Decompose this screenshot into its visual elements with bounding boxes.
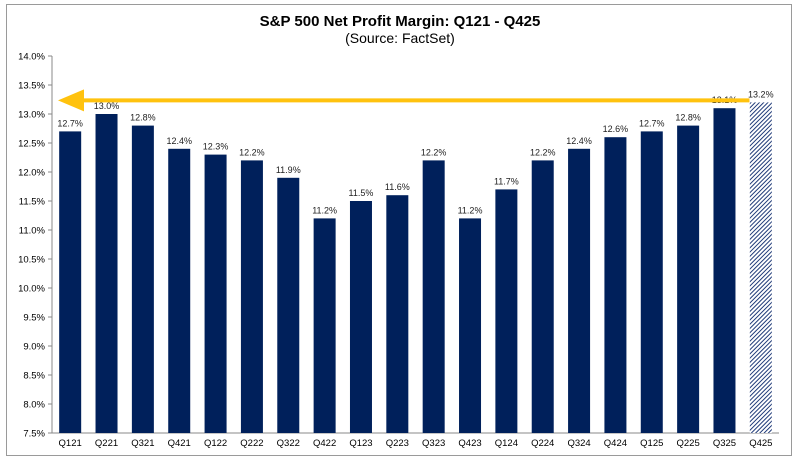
y-tick-label: 12.0% [18, 168, 45, 179]
x-tick-label: Q122 [204, 438, 227, 449]
y-tick-label: 14.0% [18, 52, 45, 63]
arrow-head-icon [58, 89, 84, 112]
y-tick-label: 9.0% [23, 342, 45, 353]
x-tick-label: Q424 [604, 438, 627, 449]
bar [495, 189, 518, 433]
data-label: 12.6% [603, 124, 629, 134]
bar [59, 131, 82, 433]
x-tick-label: Q121 [59, 438, 82, 449]
y-tick-label: 8.5% [23, 371, 45, 382]
x-tick-label: Q323 [422, 438, 445, 449]
data-label: 13.0% [94, 101, 120, 111]
bar [386, 195, 409, 433]
y-tick-label: 7.5% [23, 429, 45, 440]
data-label: 11.5% [349, 188, 374, 198]
data-label: 12.8% [130, 113, 156, 123]
bar [349, 201, 372, 433]
data-label: 11.2% [458, 205, 483, 215]
bar [604, 137, 627, 433]
bar [95, 114, 118, 433]
data-label: 12.7% [57, 118, 83, 128]
bar [131, 125, 154, 433]
x-tick-label: Q123 [349, 438, 372, 449]
bar [568, 148, 591, 434]
data-label: 13.2% [748, 89, 774, 99]
y-tick-label: 13.0% [18, 110, 45, 121]
data-label: 12.4% [566, 136, 592, 146]
data-label: 12.8% [675, 113, 701, 123]
x-tick-label: Q422 [313, 438, 336, 449]
y-tick-label: 11.5% [19, 197, 46, 208]
chart-subtitle: (Source: FactSet) [345, 30, 455, 46]
x-tick-label: Q222 [240, 438, 263, 449]
data-label: 12.7% [639, 118, 665, 128]
bar [531, 160, 554, 433]
bar [240, 160, 263, 433]
data-label: 11.9% [276, 165, 301, 175]
y-tick-label: 9.5% [23, 313, 45, 324]
data-label: 12.4% [166, 136, 192, 146]
x-tick-label: Q223 [386, 438, 409, 449]
data-label: 11.6% [385, 182, 410, 192]
y-tick-label: 12.5% [18, 139, 45, 150]
x-tick-label: Q124 [495, 438, 518, 449]
chart-frame [6, 4, 792, 456]
bar [277, 177, 300, 433]
x-tick-label: Q423 [458, 438, 481, 449]
bar-estimate [749, 102, 772, 434]
bar [459, 218, 482, 433]
x-tick-label: Q224 [531, 438, 554, 449]
y-tick-label: 11.0% [19, 226, 46, 237]
bar [713, 108, 736, 433]
data-label: 12.2% [239, 147, 265, 157]
data-label: 12.3% [203, 142, 229, 152]
data-label: 11.2% [312, 205, 337, 215]
x-tick-label: Q225 [677, 438, 700, 449]
x-tick-label: Q324 [567, 438, 590, 449]
bar [422, 160, 445, 433]
bar [204, 154, 227, 433]
x-tick-label: Q421 [168, 438, 191, 449]
bar [640, 131, 663, 433]
x-tick-label: Q322 [277, 438, 300, 449]
x-tick-label: Q125 [640, 438, 663, 449]
y-tick-label: 10.5% [18, 255, 45, 266]
y-tick-label: 13.5% [18, 81, 45, 92]
bar [677, 125, 700, 433]
bar [313, 218, 336, 433]
chart-title: S&P 500 Net Profit Margin: Q121 - Q425 [260, 13, 541, 30]
x-tick-label: Q325 [713, 438, 736, 449]
y-tick-label: 10.0% [18, 284, 45, 295]
x-tick-label: Q321 [131, 438, 154, 449]
data-label: 12.2% [421, 147, 447, 157]
bar [168, 148, 191, 434]
data-label: 11.7% [494, 176, 519, 186]
y-tick-label: 8.0% [23, 400, 45, 411]
x-tick-label: Q221 [95, 438, 118, 449]
data-label: 12.2% [530, 147, 556, 157]
x-tick-label: Q425 [749, 438, 772, 449]
